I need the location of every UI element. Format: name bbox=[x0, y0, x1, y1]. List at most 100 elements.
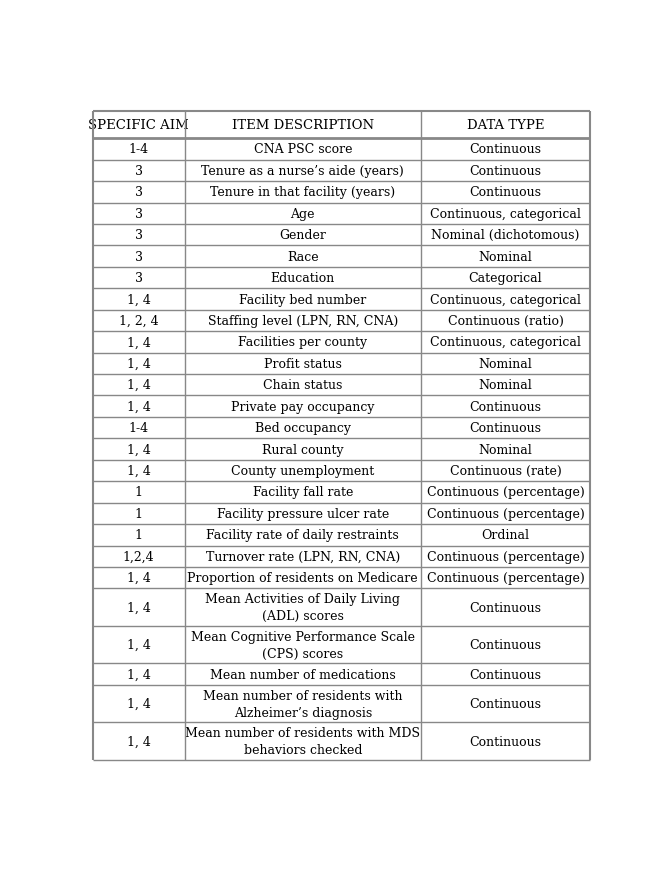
Text: 1, 4: 1, 4 bbox=[127, 572, 151, 585]
Bar bbox=[93, 503, 590, 525]
Text: Continuous: Continuous bbox=[470, 697, 541, 710]
Text: Mean Activities of Daily Living
(ADL) scores: Mean Activities of Daily Living (ADL) sc… bbox=[205, 593, 400, 622]
Bar bbox=[93, 396, 590, 417]
Text: CNA PSC score: CNA PSC score bbox=[254, 143, 352, 156]
Text: Mean number of residents with
Alzheimer’s diagnosis: Mean number of residents with Alzheimer’… bbox=[203, 689, 402, 719]
Text: Bed occupancy: Bed occupancy bbox=[255, 421, 351, 434]
Text: Continuous: Continuous bbox=[470, 165, 541, 177]
Bar bbox=[93, 525, 590, 546]
Text: Continuous: Continuous bbox=[470, 421, 541, 434]
Text: 1, 4: 1, 4 bbox=[127, 379, 151, 392]
Text: 1, 4: 1, 4 bbox=[127, 668, 151, 681]
Text: 1, 4: 1, 4 bbox=[127, 336, 151, 349]
Text: Nominal: Nominal bbox=[479, 250, 532, 263]
Text: 1: 1 bbox=[135, 486, 143, 499]
Text: Ordinal: Ordinal bbox=[482, 528, 529, 541]
Text: 1, 4: 1, 4 bbox=[127, 639, 151, 652]
Text: Continuous, categorical: Continuous, categorical bbox=[430, 336, 581, 349]
Text: Continuous: Continuous bbox=[470, 639, 541, 652]
Text: Continuous: Continuous bbox=[470, 668, 541, 681]
Text: Facility rate of daily restraints: Facility rate of daily restraints bbox=[206, 528, 399, 541]
Text: Facility pressure ulcer rate: Facility pressure ulcer rate bbox=[216, 507, 389, 521]
Text: Age: Age bbox=[290, 208, 315, 221]
Text: Proportion of residents on Medicare: Proportion of residents on Medicare bbox=[187, 572, 418, 585]
Bar bbox=[93, 112, 590, 139]
Bar bbox=[93, 268, 590, 289]
Text: 1-4: 1-4 bbox=[129, 421, 149, 434]
Text: Mean Cognitive Performance Scale
(CPS) scores: Mean Cognitive Performance Scale (CPS) s… bbox=[190, 630, 415, 660]
Text: Facility fall rate: Facility fall rate bbox=[252, 486, 353, 499]
Text: Chain status: Chain status bbox=[263, 379, 342, 392]
Bar bbox=[93, 139, 590, 161]
Text: 1, 4: 1, 4 bbox=[127, 601, 151, 614]
Text: Nominal: Nominal bbox=[479, 357, 532, 370]
Text: Tenure in that facility (years): Tenure in that facility (years) bbox=[210, 186, 396, 199]
Text: County unemployment: County unemployment bbox=[231, 464, 374, 477]
Text: Continuous (percentage): Continuous (percentage) bbox=[427, 486, 584, 499]
Text: Continuous: Continuous bbox=[470, 143, 541, 156]
Bar bbox=[93, 161, 590, 182]
Text: 3: 3 bbox=[135, 165, 143, 177]
Text: 1, 4: 1, 4 bbox=[127, 697, 151, 710]
Text: 3: 3 bbox=[135, 186, 143, 199]
Text: Continuous (percentage): Continuous (percentage) bbox=[427, 507, 584, 521]
Text: 3: 3 bbox=[135, 250, 143, 263]
Bar bbox=[93, 417, 590, 439]
Text: DATA TYPE: DATA TYPE bbox=[467, 119, 544, 132]
Text: Tenure as a nurse’s aide (years): Tenure as a nurse’s aide (years) bbox=[201, 165, 404, 177]
Text: Continuous (percentage): Continuous (percentage) bbox=[427, 550, 584, 563]
Text: Continuous (rate): Continuous (rate) bbox=[450, 464, 561, 477]
Text: Facility bed number: Facility bed number bbox=[239, 293, 366, 306]
Bar bbox=[93, 664, 590, 685]
Text: Categorical: Categorical bbox=[469, 272, 542, 285]
Bar bbox=[93, 439, 590, 461]
Bar bbox=[93, 627, 590, 664]
Bar bbox=[93, 289, 590, 310]
Text: Nominal: Nominal bbox=[479, 443, 532, 456]
Text: SPECIFIC AIM: SPECIFIC AIM bbox=[88, 119, 189, 132]
Text: Education: Education bbox=[270, 272, 335, 285]
Text: 1-4: 1-4 bbox=[129, 143, 149, 156]
Text: Nominal (dichotomous): Nominal (dichotomous) bbox=[432, 229, 579, 242]
Text: Turnover rate (LPN, RN, CNA): Turnover rate (LPN, RN, CNA) bbox=[206, 550, 400, 563]
Text: Gender: Gender bbox=[279, 229, 326, 242]
Text: Nominal: Nominal bbox=[479, 379, 532, 392]
Text: 1: 1 bbox=[135, 528, 143, 541]
Text: Facilities per county: Facilities per county bbox=[238, 336, 368, 349]
Bar bbox=[93, 182, 590, 203]
Text: Mean number of medications: Mean number of medications bbox=[210, 668, 396, 681]
Bar bbox=[93, 567, 590, 588]
Bar bbox=[93, 685, 590, 722]
Bar bbox=[93, 203, 590, 225]
Text: Continuous: Continuous bbox=[470, 735, 541, 748]
Text: 1, 4: 1, 4 bbox=[127, 357, 151, 370]
Text: 1, 4: 1, 4 bbox=[127, 464, 151, 477]
Text: Continuous, categorical: Continuous, categorical bbox=[430, 293, 581, 306]
Bar bbox=[93, 353, 590, 375]
Text: Private pay occupancy: Private pay occupancy bbox=[231, 401, 374, 414]
Text: Continuous (percentage): Continuous (percentage) bbox=[427, 572, 584, 585]
Bar bbox=[93, 310, 590, 332]
Text: 1: 1 bbox=[135, 507, 143, 521]
Text: 1, 2, 4: 1, 2, 4 bbox=[119, 315, 159, 328]
Bar bbox=[93, 588, 590, 627]
Text: Continuous: Continuous bbox=[470, 401, 541, 414]
Bar bbox=[93, 332, 590, 353]
Text: ITEM DESCRIPTION: ITEM DESCRIPTION bbox=[232, 119, 374, 132]
Text: Continuous: Continuous bbox=[470, 601, 541, 614]
Text: Continuous (ratio): Continuous (ratio) bbox=[448, 315, 563, 328]
Text: Race: Race bbox=[287, 250, 318, 263]
Bar bbox=[93, 481, 590, 503]
Text: Profit status: Profit status bbox=[264, 357, 342, 370]
Bar bbox=[93, 246, 590, 268]
Text: Continuous, categorical: Continuous, categorical bbox=[430, 208, 581, 221]
Text: Staffing level (LPN, RN, CNA): Staffing level (LPN, RN, CNA) bbox=[208, 315, 398, 328]
Text: Continuous: Continuous bbox=[470, 186, 541, 199]
Text: 3: 3 bbox=[135, 272, 143, 285]
Text: 1, 4: 1, 4 bbox=[127, 293, 151, 306]
Text: 1, 4: 1, 4 bbox=[127, 443, 151, 456]
Text: 3: 3 bbox=[135, 229, 143, 242]
Bar bbox=[93, 722, 590, 760]
Text: 1, 4: 1, 4 bbox=[127, 401, 151, 414]
Text: Mean number of residents with MDS
behaviors checked: Mean number of residents with MDS behavi… bbox=[185, 726, 420, 756]
